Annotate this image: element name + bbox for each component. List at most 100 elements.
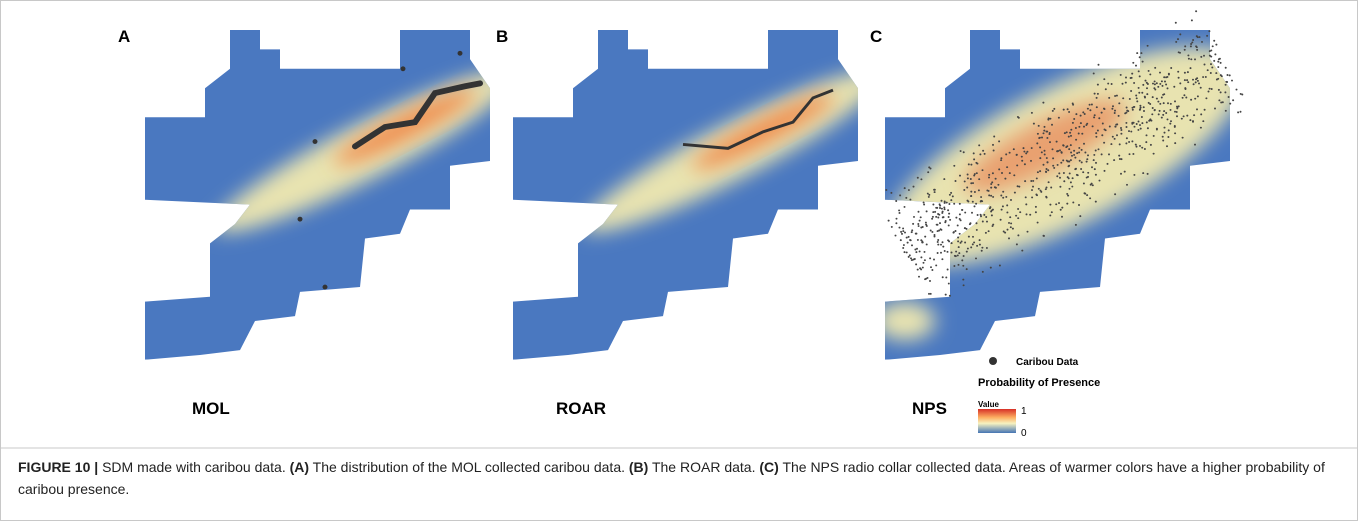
caribou-point — [929, 257, 931, 259]
caribou-point — [1190, 45, 1192, 47]
caribou-point — [298, 217, 303, 222]
caribou-point — [1000, 157, 1002, 159]
caribou-point — [1154, 109, 1156, 111]
caribou-point — [1159, 83, 1161, 85]
caribou-point — [1141, 116, 1143, 118]
caribou-point — [1014, 192, 1016, 194]
caribou-point — [1162, 140, 1164, 142]
caribou-point — [926, 225, 928, 227]
caribou-point — [999, 265, 1001, 267]
caribou-point — [1219, 58, 1221, 60]
caribou-point — [1182, 137, 1184, 139]
caribou-point — [1025, 196, 1027, 198]
caribou-point — [1190, 58, 1192, 60]
caribou-point — [323, 285, 328, 290]
caribou-point — [1039, 157, 1041, 159]
caribou-point — [1103, 78, 1105, 80]
caribou-point — [1170, 103, 1172, 105]
caribou-point — [1003, 230, 1005, 232]
caribou-point — [952, 195, 954, 197]
caribou-point — [1170, 67, 1172, 69]
caribou-point — [1008, 222, 1010, 224]
caribou-point — [972, 243, 974, 245]
caribou-point — [1002, 205, 1004, 207]
caribou-point — [1137, 129, 1139, 131]
caribou-point — [1141, 122, 1143, 124]
caribou-point — [976, 245, 978, 247]
caribou-point — [1068, 111, 1070, 113]
caribou-point — [903, 244, 905, 246]
caribou-point — [1113, 159, 1115, 161]
caribou-point — [1063, 145, 1065, 147]
caribou-point — [959, 175, 961, 177]
caribou-point — [1108, 153, 1110, 155]
caribou-point — [1104, 170, 1106, 172]
panel-label: NPS — [912, 399, 947, 418]
caribou-point — [1114, 112, 1116, 114]
caribou-point — [1087, 172, 1089, 174]
caribou-point — [1095, 132, 1097, 134]
caribou-point — [1031, 189, 1033, 191]
caribou-point — [1176, 115, 1178, 117]
caribou-point — [1070, 135, 1072, 137]
caribou-point — [937, 239, 939, 241]
caribou-point — [1201, 41, 1203, 43]
caribou-point — [1046, 131, 1048, 133]
caribou-point — [993, 150, 995, 152]
caribou-point — [1125, 82, 1127, 84]
caribou-point — [1010, 199, 1012, 201]
caribou-point — [1004, 178, 1006, 180]
caribou-point — [1141, 92, 1143, 94]
caribou-point — [1083, 126, 1085, 128]
caribou-point — [972, 236, 974, 238]
caribou-point — [1017, 208, 1019, 210]
caribou-point — [1094, 114, 1096, 116]
caribou-point — [1005, 196, 1007, 198]
caribou-point — [1211, 66, 1213, 68]
caribou-point — [1024, 163, 1026, 165]
caribou-point — [1138, 87, 1140, 89]
caribou-point — [962, 265, 964, 267]
caribou-point — [1136, 123, 1138, 125]
caribou-point — [977, 214, 979, 216]
caribou-point — [1214, 108, 1216, 110]
caribou-point — [1162, 136, 1164, 138]
caribou-point — [1013, 174, 1015, 176]
caribou-point — [1036, 177, 1038, 179]
caribou-point — [1167, 87, 1169, 89]
caribou-point — [1074, 168, 1076, 170]
caribou-point — [1089, 197, 1091, 199]
caribou-point — [964, 212, 966, 214]
caribou-point — [1202, 120, 1204, 122]
caribou-point — [1187, 71, 1189, 73]
caribou-point — [1094, 168, 1096, 170]
caribou-point — [1107, 83, 1109, 85]
caribou-point — [1046, 137, 1048, 139]
caribou-point — [976, 229, 978, 231]
caribou-point — [992, 172, 994, 174]
caribou-point — [1037, 222, 1039, 224]
caribou-point — [1094, 93, 1096, 95]
caribou-point — [904, 232, 906, 234]
caribou-point — [934, 191, 936, 193]
caribou-point — [1154, 67, 1156, 69]
caribou-point — [1103, 142, 1105, 144]
caribou-point — [934, 234, 936, 236]
caribou-point — [1075, 127, 1077, 129]
caribou-point — [948, 213, 950, 215]
caribou-point — [1017, 217, 1019, 219]
caribou-point — [1204, 109, 1206, 111]
caribou-point — [1143, 106, 1145, 108]
caribou-point — [1153, 135, 1155, 137]
caribou-point — [1183, 94, 1185, 96]
caribou-point — [920, 239, 922, 241]
caribou-point — [1063, 180, 1065, 182]
caribou-point — [1148, 102, 1150, 104]
caribou-point — [1081, 149, 1083, 151]
caribou-point — [1002, 191, 1004, 193]
caribou-point — [1168, 74, 1170, 76]
caribou-point — [1139, 56, 1141, 58]
caribou-point — [1021, 250, 1023, 252]
caribou-point — [1078, 147, 1080, 149]
caribou-point — [1095, 174, 1097, 176]
